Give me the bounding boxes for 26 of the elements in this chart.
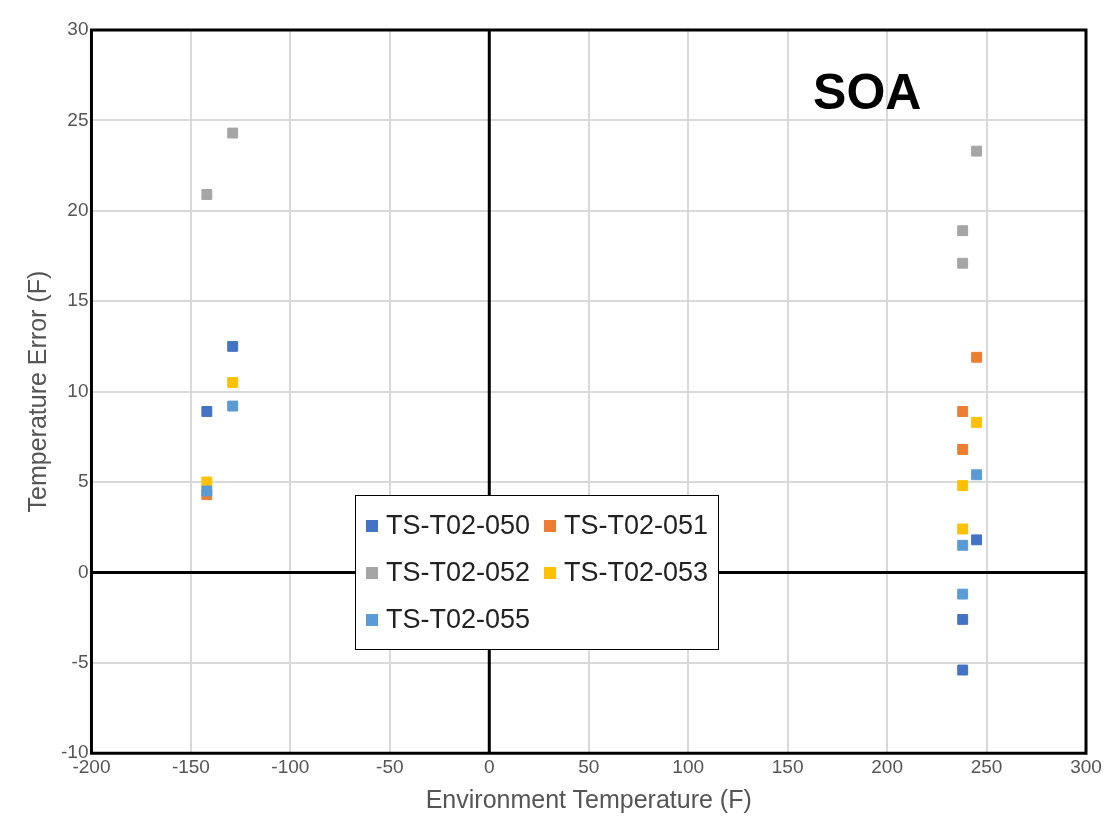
legend-label: TS-T02-053 [564,557,709,588]
legend-label: TS-T02-052 [386,557,531,588]
x-tick-label: 100 [672,755,705,777]
x-tick-label: 50 [578,755,600,777]
x-tick-label: 0 [483,755,495,777]
x-tick-label: 200 [871,755,903,777]
y-tick-label: 5 [77,470,89,492]
x-tick-label: 300 [1070,755,1102,777]
legend-label: TS-T02-051 [564,510,709,541]
annotation: SOA [813,63,922,120]
y-tick-label: 15 [67,289,89,311]
x-tick-label: 250 [970,755,1003,777]
y-tick-label: 0 [77,560,89,582]
y-axis-title: Temperature Error (F) [22,270,51,513]
x-axis-title: Environment Temperature (F) [425,784,752,813]
y-tick-label: 10 [67,379,89,401]
y-tick-label: -5 [71,651,89,673]
x-tick-label: 150 [771,755,804,777]
y-tick-label: 20 [67,199,89,221]
x-tick-label: -100 [271,755,310,777]
legend-label: TS-T02-050 [386,510,531,541]
x-tick-label: -150 [171,755,210,777]
x-tick-label: -50 [376,755,404,777]
legend-label: TS-T02-055 [386,604,531,635]
y-tick-label: 25 [67,108,89,130]
y-tick-label: 30 [67,18,89,40]
